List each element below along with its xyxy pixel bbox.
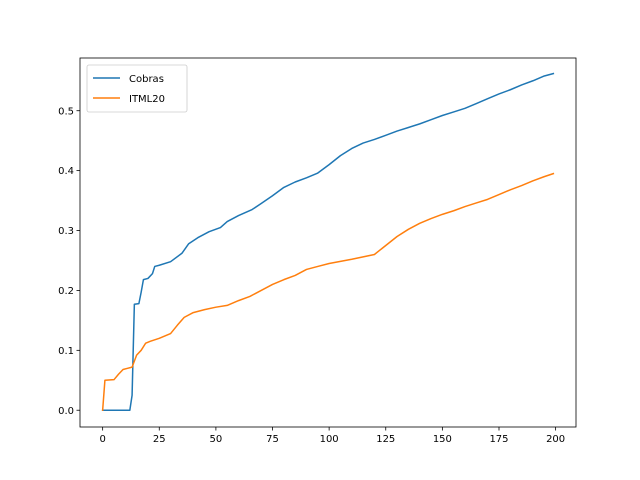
axes-frame <box>79 57 577 428</box>
y-axis: 0.0 0.1 0.2 0.3 0.4 0.5 <box>58 106 80 417</box>
x-tick-label: 200 <box>546 434 565 445</box>
series-layer <box>101 72 555 412</box>
x-tick-label: 175 <box>489 434 508 445</box>
y-tick-label: 0.1 <box>58 346 74 357</box>
series-line-cobras <box>101 72 555 411</box>
y-tick-label: 0.4 <box>58 166 74 177</box>
legend-box <box>86 64 188 113</box>
x-tick-label: 150 <box>433 434 452 445</box>
series-line-itml20 <box>101 172 555 412</box>
y-tick-label: 0.3 <box>58 226 74 237</box>
y-tick-label: 0.0 <box>58 406 74 417</box>
legend: Cobras ITML20 <box>86 64 188 113</box>
x-tick-label: 0 <box>99 434 105 445</box>
y-tick-label: 0.5 <box>58 106 74 117</box>
x-tick-label: 100 <box>320 434 339 445</box>
x-tick-label: 50 <box>210 434 223 445</box>
legend-label-itml20: ITML20 <box>129 94 165 105</box>
legend-label-cobras: Cobras <box>129 74 164 85</box>
x-tick-label: 25 <box>153 434 166 445</box>
y-tick-label: 0.2 <box>58 286 74 297</box>
x-tick-label: 125 <box>376 434 395 445</box>
x-tick-label: 75 <box>266 434 279 445</box>
x-axis: 0 25 50 75 100 125 150 175 200 <box>99 427 565 445</box>
